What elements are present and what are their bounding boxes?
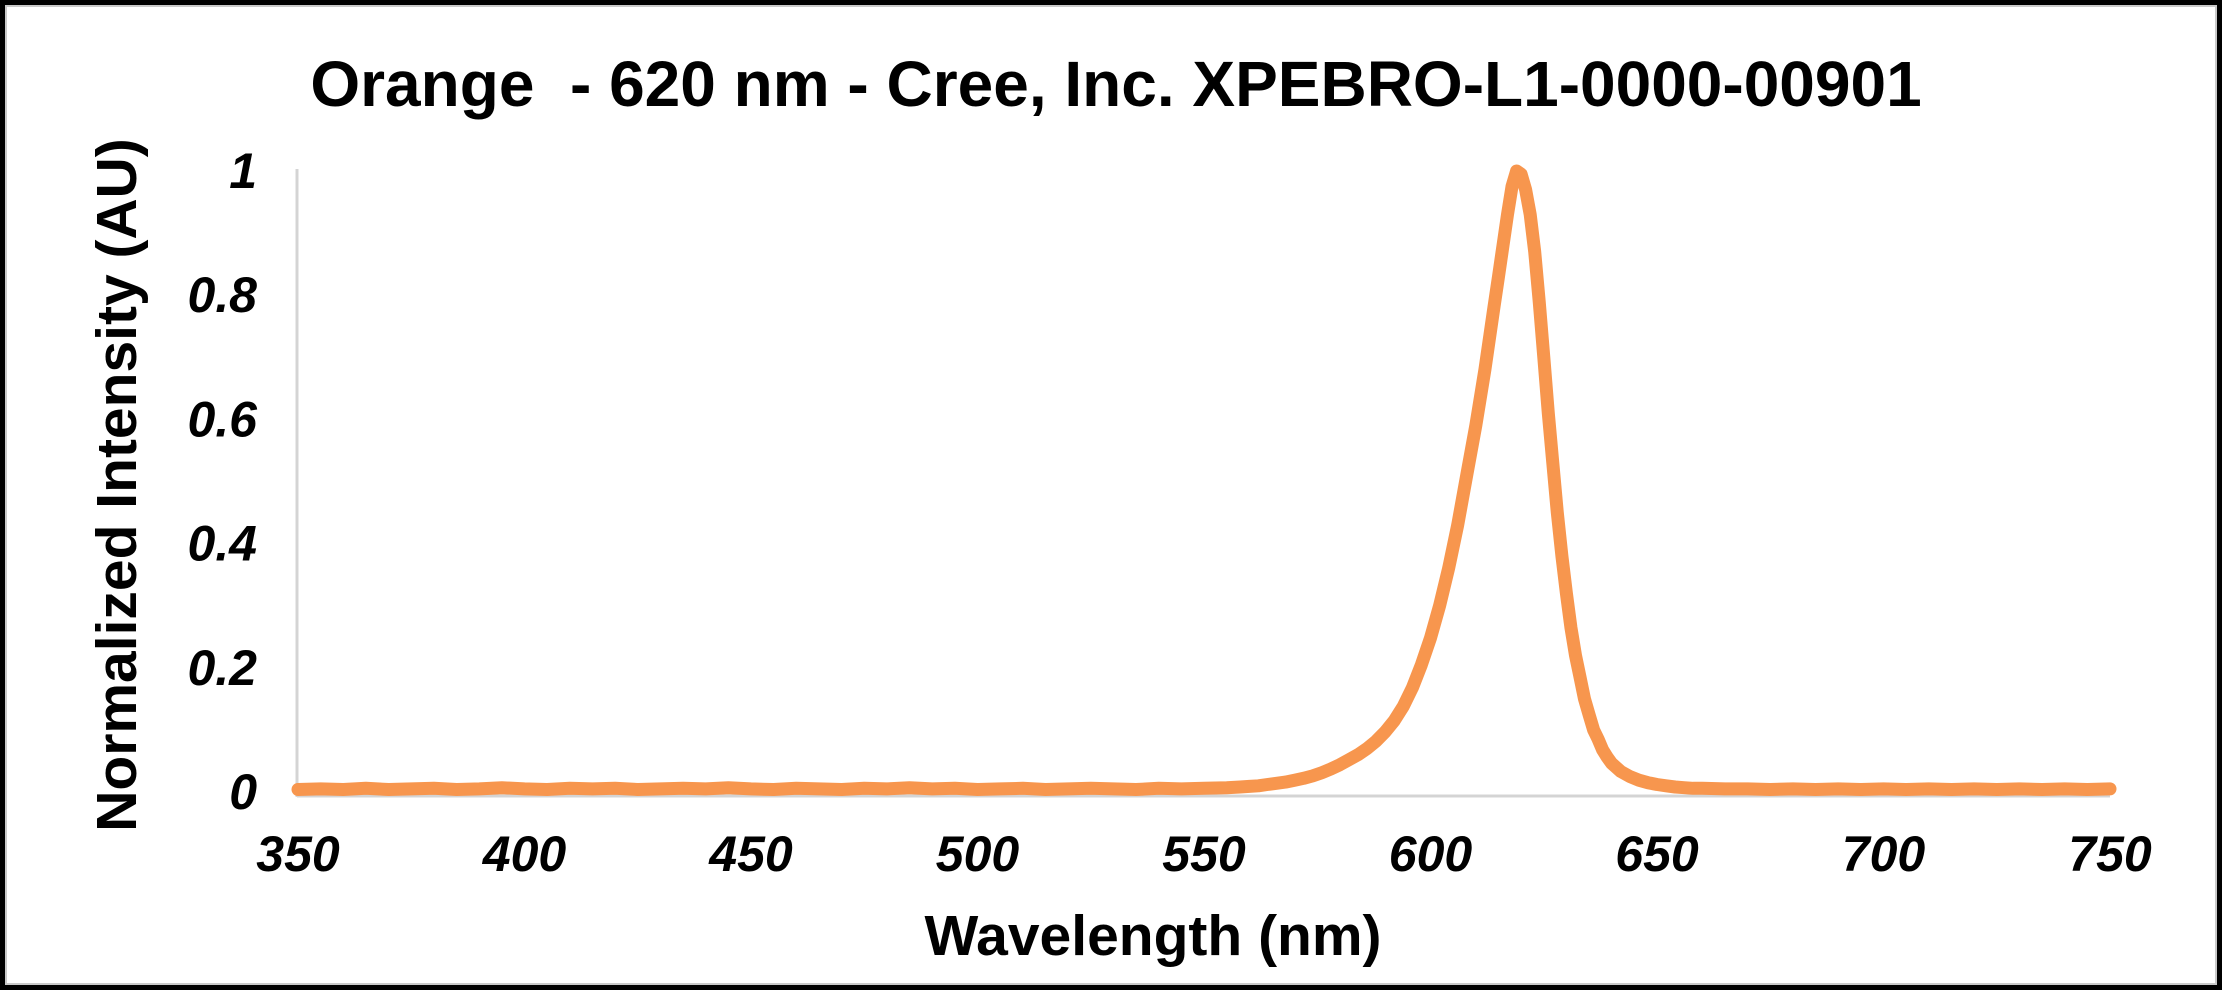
x-tick-label: 400 (482, 826, 567, 882)
x-tick-label: 350 (256, 826, 340, 882)
x-tick-label: 650 (1615, 826, 1699, 882)
y-tick-label: 0 (229, 764, 257, 820)
y-tick-label: 0.4 (187, 516, 257, 572)
chart-title: Orange - 620 nm - Cree, Inc. XPEBRO-L1-0… (310, 48, 1922, 120)
y-tick-label: 0.2 (187, 640, 257, 696)
y-tick-label: 1 (229, 143, 257, 199)
x-tick-label: 500 (936, 826, 1020, 882)
x-tick-label: 700 (1842, 826, 1926, 882)
plot-area: 0 0.2 0.4 0.6 0.8 1 350 400 450 500 550 600 650 700 75… (187, 143, 2152, 882)
y-axis-title: Normalized Intensity (AU) (85, 138, 149, 832)
x-axis-title: Wavelength (nm) (924, 904, 1382, 968)
x-tick-label: 750 (2068, 826, 2152, 882)
spectrum-line (291, 164, 2117, 796)
x-tick-label: 450 (708, 826, 793, 882)
y-tick-label: 0.8 (187, 267, 257, 323)
y-tick-label: 0.6 (187, 391, 258, 447)
x-tick-label: 550 (1162, 826, 1246, 882)
x-tick-label: 600 (1389, 826, 1473, 882)
